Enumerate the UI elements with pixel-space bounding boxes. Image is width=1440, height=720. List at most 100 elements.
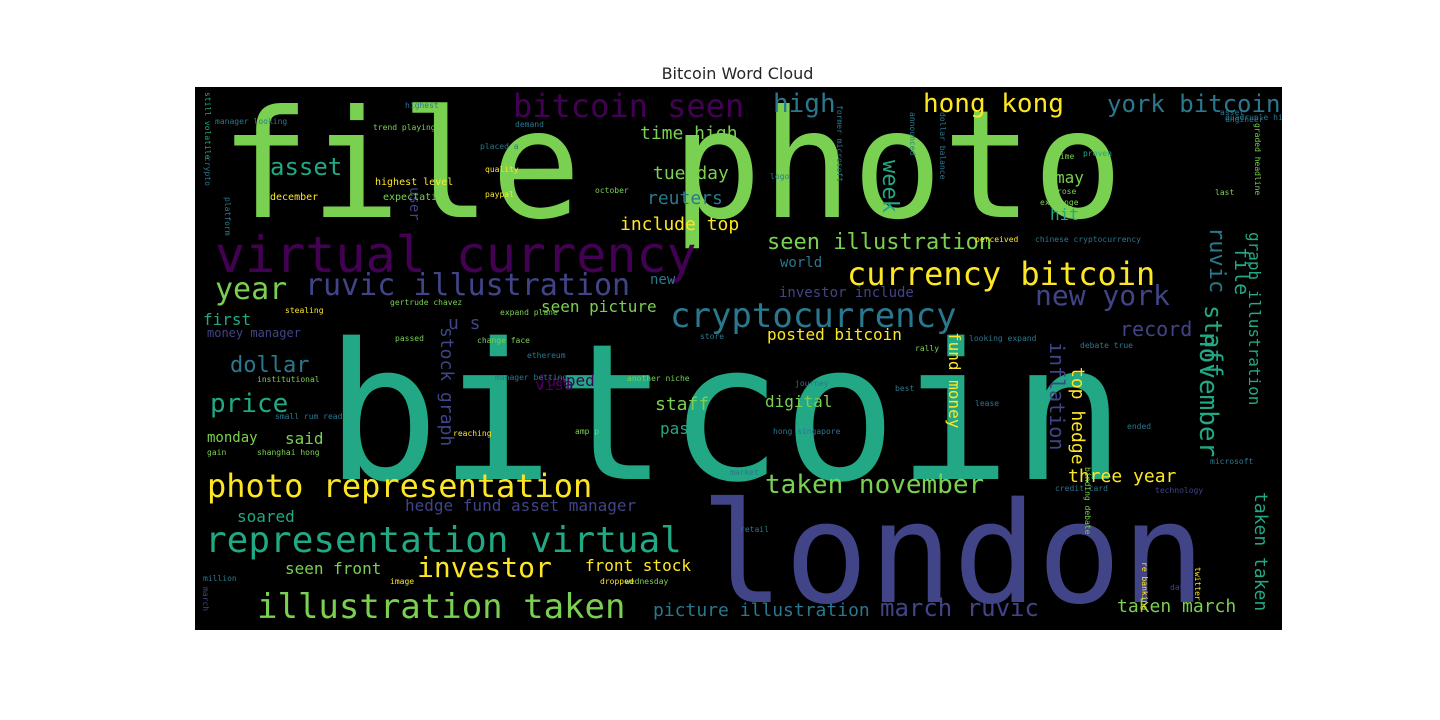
word-march: march <box>201 587 210 611</box>
word-staff: staff <box>655 394 709 415</box>
word-manager-looking: manager looking <box>215 117 287 126</box>
word-another-niche: another niche <box>627 374 690 383</box>
word-london: london <box>700 473 1206 630</box>
word-ruvic-illustration: ruvic illustration <box>305 268 630 303</box>
word-illustration-taken: illustration taken <box>257 587 625 627</box>
word-picture-illustration: picture illustration <box>653 600 870 621</box>
word-technology: technology <box>1155 486 1203 495</box>
word-time-high: time high <box>640 123 738 144</box>
word-asset: asset <box>270 153 342 181</box>
word-logo: logo <box>770 172 789 181</box>
word-record: record <box>1120 317 1192 341</box>
word-seen-picture: seen picture <box>541 297 657 316</box>
word-re-banking: re banking <box>1140 562 1149 610</box>
word-include-top: include top <box>620 214 739 235</box>
word-year: year <box>215 272 287 307</box>
word-ethereum: ethereum <box>527 351 566 360</box>
word-engineer: engineer <box>1225 115 1264 124</box>
word-investor-include: investor include <box>779 285 914 301</box>
word-rose: rose <box>1057 187 1076 196</box>
word-tuesday: tuesday <box>653 163 729 184</box>
word-york-bitcoin: york bitcoin <box>1107 90 1280 118</box>
word-bitcoin: bitcoin <box>325 303 1126 524</box>
word-amp-p: amp p <box>575 427 599 436</box>
word-institutional: institutional <box>257 375 320 384</box>
word-november: november <box>1193 332 1223 457</box>
word-hong-singapore: hong singapore <box>773 427 841 436</box>
word-staff: staff <box>1199 305 1227 377</box>
word-may: may <box>1055 168 1084 187</box>
word-top-hedge: top hedge <box>1067 367 1088 465</box>
word-graded-headline: graded headline <box>1253 123 1262 195</box>
word-cloud-canvas: file photo bitcoin london virtual currency b… <box>195 87 1282 630</box>
word-december: december <box>270 192 318 203</box>
word-new: new <box>650 272 676 288</box>
word-debate-true: debate true <box>1080 341 1133 350</box>
word-small-rum-read: small rum read <box>275 412 343 421</box>
word-week: week <box>877 160 902 213</box>
word-quadruple-high: quadruple high <box>1225 113 1282 122</box>
word-ended: ended <box>1127 422 1151 431</box>
word-perceived: perceived <box>975 235 1019 244</box>
word-digital: digital <box>765 392 832 411</box>
word-trend-playing: trend playing <box>373 123 436 132</box>
word-price: price <box>210 389 288 419</box>
word-last: last <box>1215 188 1234 197</box>
word-jumped: jumped <box>537 371 595 390</box>
word-visa: visa <box>535 375 574 394</box>
word-currency-bitcoin: currency bitcoin <box>847 255 1155 293</box>
word-money-manager: money manager <box>207 326 301 340</box>
word-still-volatile: still volatile <box>203 92 212 160</box>
word-asset: asset <box>1220 108 1244 117</box>
word-dollar: dollar <box>230 353 309 378</box>
word-ruvic: ruvic <box>1204 227 1229 293</box>
word-image: image <box>390 577 414 586</box>
word-fund-money: fund money <box>945 332 964 429</box>
word-posted-bitcoin: posted bitcoin <box>767 325 902 344</box>
word-demand: demand <box>515 120 544 129</box>
word-representation-virtual: representation virtual <box>205 520 682 561</box>
word-file-photo: file photo <box>220 87 1123 253</box>
word-proven: proven <box>1083 149 1112 158</box>
word-exchange: exchange <box>1040 198 1079 207</box>
word-soared: soared <box>237 507 295 526</box>
word-cryptocurrency: cryptocurrency <box>670 296 957 336</box>
word-high: high <box>773 89 836 119</box>
word-chinese-cryptocurrency: chinese cryptocurrency <box>1035 235 1141 244</box>
word-taken-taken: taken taken <box>1250 492 1271 611</box>
word-quality: quality <box>485 165 519 174</box>
word-reaching: reaching <box>453 429 492 438</box>
word-march-ruvic: march ruvic <box>880 594 1039 622</box>
word-placed-a: placed a <box>480 142 519 151</box>
word-market: market <box>730 468 759 477</box>
word-three-year: three year <box>1068 466 1177 487</box>
word-looking-expand: looking expand <box>969 334 1037 343</box>
word-file: file <box>1230 247 1254 295</box>
word-photo-representation: photo representation <box>207 467 592 505</box>
word-hedge-fund-asset-manager: hedge fund asset manager <box>405 496 637 515</box>
word-lease: lease <box>975 399 999 408</box>
word-binding-debate: binding debate <box>1083 467 1092 535</box>
word-seen-illustration: seen illustration <box>767 230 992 255</box>
word-rally: rally <box>915 344 939 353</box>
word-highest: highest <box>405 101 439 110</box>
word-monday: monday <box>207 430 258 446</box>
word-hong-kong: hong kong <box>923 89 1064 119</box>
word-shanghai-hong: shanghai hong <box>257 448 320 457</box>
word-gain: gain <box>207 448 226 457</box>
word-seen-front: seen front <box>285 559 381 578</box>
word-dropped: dropped <box>600 577 634 586</box>
word-user: user <box>406 187 422 221</box>
word-manager-betting: manager betting <box>495 373 567 382</box>
word-wednesday: wednesday <box>625 577 669 586</box>
word-announced: announced <box>908 112 917 156</box>
word-gertrude-chavez: gertrude chavez <box>390 298 462 307</box>
word-microsoft: microsoft <box>1210 457 1254 466</box>
word-front-stock: front stock <box>585 556 691 575</box>
word-u-s: u s <box>448 313 481 334</box>
word-former-microsoft: former microsoft <box>835 105 844 182</box>
word-store: store <box>700 332 724 341</box>
word-past: past <box>660 419 699 438</box>
word-crypto: crypto <box>203 157 212 186</box>
